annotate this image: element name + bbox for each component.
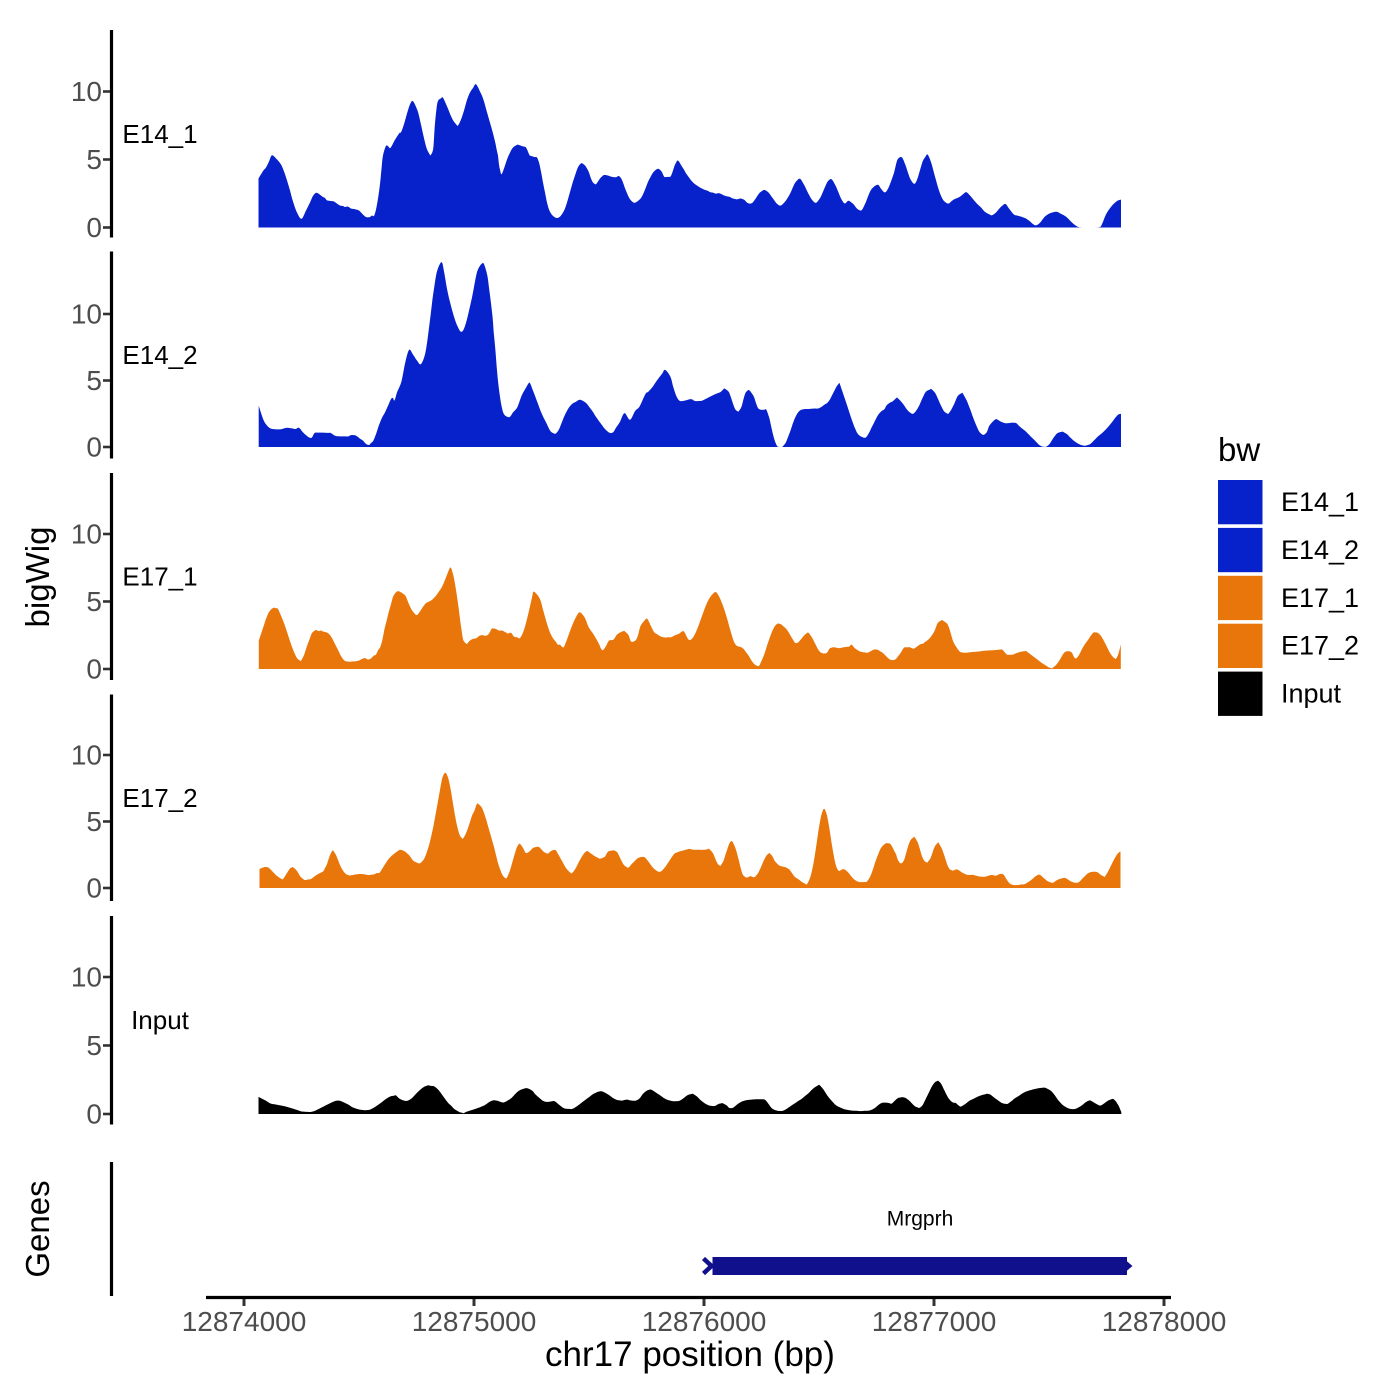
- svg-text:chr17 position (bp): chr17 position (bp): [545, 1335, 835, 1374]
- svg-text:E14_2: E14_2: [1281, 535, 1359, 565]
- svg-text:0: 0: [86, 1099, 102, 1130]
- svg-text:12878000: 12878000: [1102, 1306, 1227, 1337]
- svg-text:bigWig: bigWig: [19, 527, 56, 628]
- svg-text:bw: bw: [1218, 431, 1260, 468]
- svg-text:12877000: 12877000: [872, 1306, 997, 1337]
- svg-text:10: 10: [71, 519, 102, 550]
- svg-text:E17_1: E17_1: [122, 562, 197, 592]
- svg-text:E17_2: E17_2: [122, 783, 197, 813]
- svg-text:Input: Input: [1281, 679, 1342, 709]
- svg-text:5: 5: [86, 806, 102, 837]
- svg-text:5: 5: [86, 365, 102, 396]
- svg-text:10: 10: [71, 740, 102, 771]
- svg-text:12876000: 12876000: [642, 1306, 767, 1337]
- svg-text:E14_1: E14_1: [122, 119, 197, 149]
- svg-text:Genes: Genes: [19, 1180, 56, 1277]
- svg-text:0: 0: [86, 873, 102, 904]
- svg-text:0: 0: [86, 654, 102, 685]
- svg-text:10: 10: [71, 299, 102, 330]
- svg-text:5: 5: [86, 144, 102, 175]
- svg-text:5: 5: [86, 1030, 102, 1061]
- svg-text:E14_2: E14_2: [122, 340, 197, 370]
- svg-text:12874000: 12874000: [182, 1306, 307, 1337]
- svg-text:10: 10: [71, 76, 102, 107]
- svg-text:Input: Input: [131, 1005, 190, 1035]
- svg-text:0: 0: [86, 432, 102, 463]
- svg-text:5: 5: [86, 586, 102, 617]
- svg-text:0: 0: [86, 212, 102, 243]
- svg-text:E14_1: E14_1: [1281, 487, 1359, 517]
- svg-text:E17_2: E17_2: [1281, 631, 1359, 661]
- svg-text:10: 10: [71, 962, 102, 993]
- svg-text:Mrgprh: Mrgprh: [887, 1208, 954, 1231]
- svg-text:E17_1: E17_1: [1281, 583, 1359, 613]
- svg-text:12875000: 12875000: [412, 1306, 537, 1337]
